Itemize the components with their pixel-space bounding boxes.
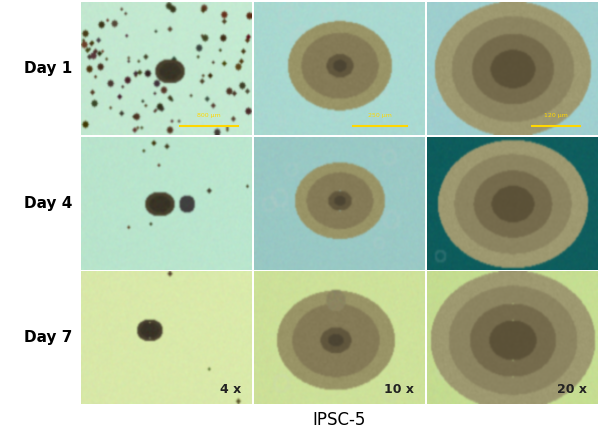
Text: 800 μm: 800 μm — [197, 113, 221, 118]
Text: 250 μm: 250 μm — [368, 113, 392, 118]
Text: 4 x: 4 x — [220, 383, 241, 396]
Text: IPSC-5: IPSC-5 — [313, 411, 365, 429]
Text: 20 x: 20 x — [557, 383, 587, 396]
Text: Day 7: Day 7 — [23, 330, 72, 345]
Text: 120 μm: 120 μm — [544, 113, 568, 118]
Text: 10 x: 10 x — [384, 383, 414, 396]
Text: Day 1: Day 1 — [24, 61, 72, 76]
Text: Day 4: Day 4 — [23, 196, 72, 211]
